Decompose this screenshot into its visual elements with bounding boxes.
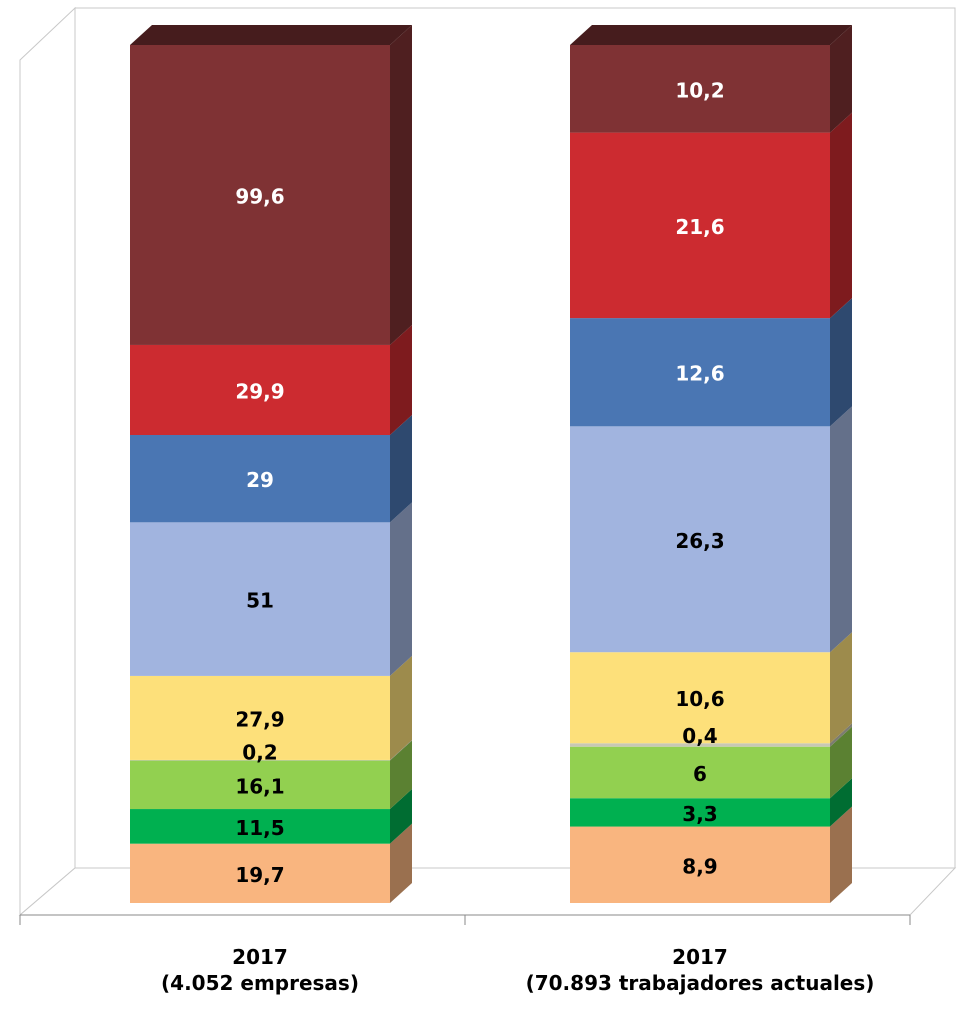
bar-side (390, 25, 412, 345)
bar (570, 746, 830, 799)
bar-side (830, 778, 852, 827)
side-wall (19, 6, 76, 917)
bar (570, 45, 830, 133)
bar-side (390, 823, 412, 903)
data-label: 11,5 (235, 816, 284, 840)
bar-side (830, 726, 852, 799)
bar-side (390, 740, 412, 810)
bar-top (570, 25, 852, 45)
data-label: 19,7 (235, 863, 284, 887)
x-tick-label: 2017 (70.893 trabajadores actuales) (525, 945, 875, 995)
bar-side (390, 415, 412, 523)
data-label: 3,3 (682, 802, 717, 826)
data-label: 99,6 (235, 184, 284, 208)
bar-side (390, 655, 412, 760)
bar (130, 344, 390, 435)
bar (130, 760, 390, 810)
data-label: 29 (246, 468, 274, 492)
bar (570, 798, 830, 827)
bar-side (830, 406, 852, 653)
data-label: 29,9 (235, 379, 284, 403)
data-label: 10,2 (675, 78, 724, 102)
bar-side (830, 112, 852, 319)
bar (130, 675, 390, 760)
bar-side (390, 324, 412, 435)
data-label: 8,9 (682, 854, 717, 878)
bar (570, 652, 830, 744)
bar (130, 45, 390, 345)
bar-side (390, 739, 412, 761)
bar-side (830, 806, 852, 903)
data-label: 26,3 (675, 529, 724, 553)
x-tick-label: 2017 (4.052 empresas) (161, 945, 359, 995)
bar-side (830, 298, 852, 427)
bar-side (390, 502, 412, 676)
bar (130, 435, 390, 523)
bar (570, 743, 830, 747)
data-label: 51 (246, 589, 274, 613)
bar (130, 843, 390, 903)
data-label: 0,4 (682, 724, 717, 748)
data-label: 10,6 (675, 687, 724, 711)
data-label: 6 (693, 762, 707, 786)
bar (130, 522, 390, 676)
data-label: 27,9 (235, 707, 284, 731)
bar-side (390, 789, 412, 844)
bar (130, 759, 390, 761)
bar (570, 426, 830, 653)
data-label: 21,6 (675, 215, 724, 239)
data-label: 16,1 (235, 774, 284, 798)
bar-side (830, 632, 852, 744)
bar (570, 318, 830, 427)
data-label: 12,6 (675, 362, 724, 386)
bar (130, 809, 390, 844)
bar-side (830, 25, 852, 133)
bar-top (130, 25, 412, 45)
bar (570, 826, 830, 903)
bar (570, 132, 830, 319)
bar-side (830, 723, 852, 747)
data-label: 0,2 (242, 740, 277, 764)
